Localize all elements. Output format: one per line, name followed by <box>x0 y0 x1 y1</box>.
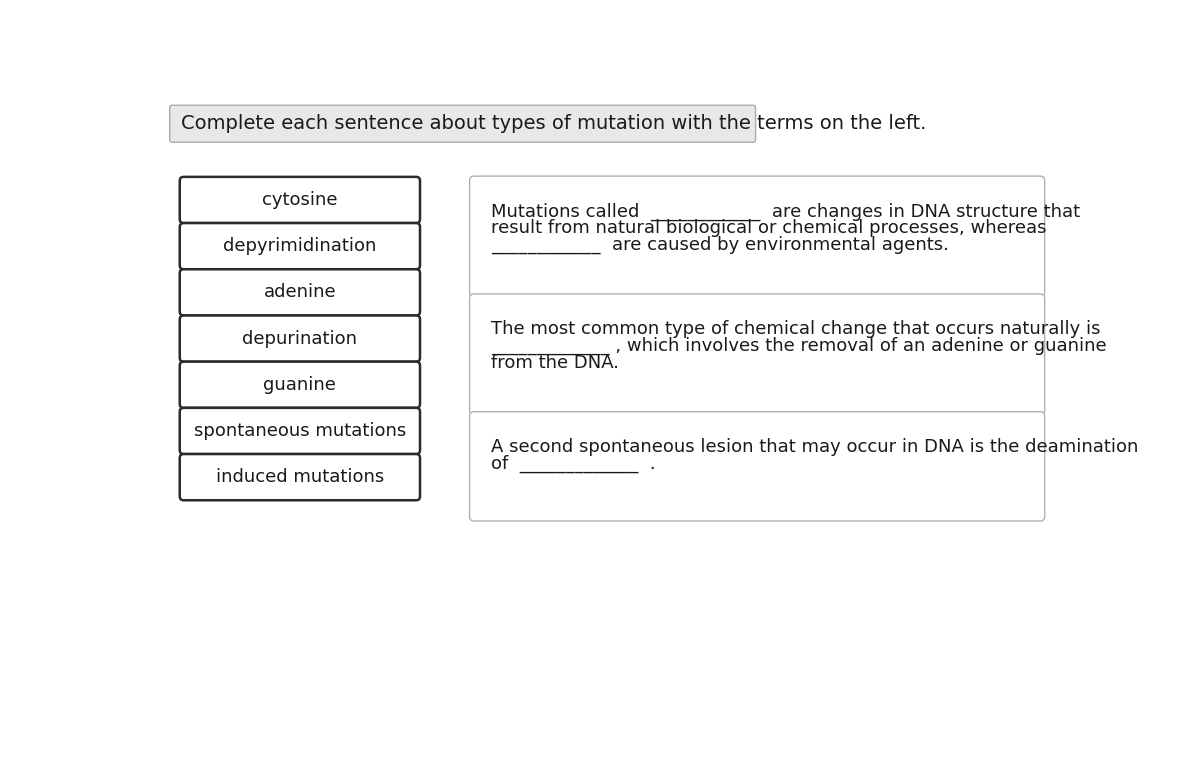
Text: induced mutations: induced mutations <box>215 468 384 486</box>
FancyBboxPatch shape <box>470 294 1045 415</box>
Text: adenine: adenine <box>263 283 337 301</box>
Text: spontaneous mutations: spontaneous mutations <box>194 422 406 440</box>
FancyBboxPatch shape <box>180 316 420 362</box>
Text: ____________  are caused by environmental agents.: ____________ are caused by environmental… <box>491 236 950 254</box>
Text: cytosine: cytosine <box>262 191 338 209</box>
FancyBboxPatch shape <box>180 177 420 223</box>
Text: _____________ , which involves the removal of an adenine or guanine: _____________ , which involves the remov… <box>491 337 1107 356</box>
FancyBboxPatch shape <box>180 270 420 316</box>
Text: Mutations called  ____________  are changes in DNA structure that: Mutations called ____________ are change… <box>491 202 1081 220</box>
FancyBboxPatch shape <box>180 223 420 270</box>
FancyBboxPatch shape <box>170 105 756 142</box>
Text: of  _____________  .: of _____________ . <box>491 455 656 473</box>
Text: depurination: depurination <box>243 329 357 348</box>
FancyBboxPatch shape <box>470 176 1045 297</box>
Text: The most common type of chemical change that occurs naturally is: The most common type of chemical change … <box>491 320 1101 338</box>
FancyBboxPatch shape <box>470 412 1045 521</box>
Text: depyrimidination: depyrimidination <box>224 237 376 255</box>
FancyBboxPatch shape <box>180 362 420 408</box>
Text: Complete each sentence about types of mutation with the terms on the left.: Complete each sentence about types of mu… <box>181 114 927 133</box>
Text: guanine: guanine <box>263 376 337 394</box>
Text: from the DNA.: from the DNA. <box>491 354 619 372</box>
FancyBboxPatch shape <box>180 454 420 500</box>
Text: A second spontaneous lesion that may occur in DNA is the deamination: A second spontaneous lesion that may occ… <box>491 438 1139 456</box>
FancyBboxPatch shape <box>180 408 420 454</box>
Text: result from natural biological or chemical processes, whereas: result from natural biological or chemic… <box>491 219 1047 237</box>
